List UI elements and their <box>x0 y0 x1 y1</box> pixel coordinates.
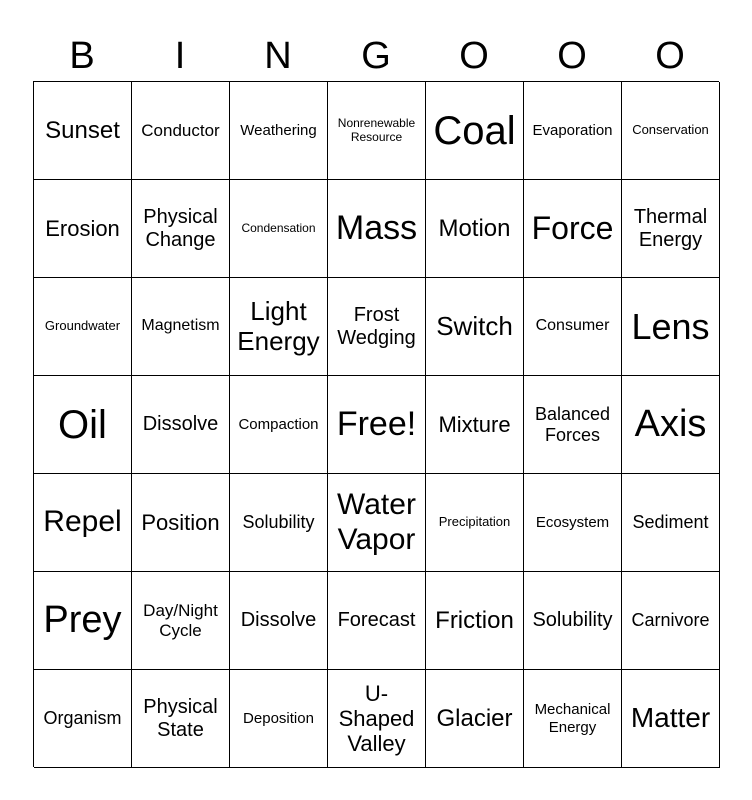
bingo-cell[interactable]: Dissolve <box>132 376 230 474</box>
bingo-cell[interactable]: Water Vapor <box>328 474 426 572</box>
bingo-cell[interactable]: Erosion <box>34 180 132 278</box>
header-letter: G <box>361 34 391 77</box>
bingo-cell[interactable]: Glacier <box>426 670 524 768</box>
bingo-cell[interactable]: Prey <box>34 572 132 670</box>
bingo-cell[interactable]: Matter <box>622 670 720 768</box>
bingo-cell[interactable]: Axis <box>622 376 720 474</box>
bingo-cell[interactable]: Forecast <box>328 572 426 670</box>
bingo-cell[interactable]: Conductor <box>132 82 230 180</box>
bingo-cell[interactable]: Mixture <box>426 376 524 474</box>
header-letter: O <box>459 34 489 77</box>
bingo-cell[interactable]: Thermal Energy <box>622 180 720 278</box>
bingo-cell[interactable]: Lens <box>622 278 720 376</box>
bingo-cell[interactable]: Condensation <box>230 180 328 278</box>
bingo-cell[interactable]: Balanced Forces <box>524 376 622 474</box>
bingo-cell[interactable]: Mechanical Energy <box>524 670 622 768</box>
bingo-cell[interactable]: Organism <box>34 670 132 768</box>
bingo-cell[interactable]: Compaction <box>230 376 328 474</box>
bingo-cell[interactable]: Motion <box>426 180 524 278</box>
bingo-cell[interactable]: Carnivore <box>622 572 720 670</box>
bingo-cell[interactable]: Weathering <box>230 82 328 180</box>
bingo-cell[interactable]: Sunset <box>34 82 132 180</box>
bingo-cell[interactable]: Coal <box>426 82 524 180</box>
bingo-cell[interactable]: Evaporation <box>524 82 622 180</box>
free-space-cell[interactable]: Free! <box>328 376 426 474</box>
bingo-cell[interactable]: U-Shaped Valley <box>328 670 426 768</box>
bingo-cell[interactable]: Mass <box>328 180 426 278</box>
bingo-cell[interactable]: Oil <box>34 376 132 474</box>
bingo-cell[interactable]: Physical Change <box>132 180 230 278</box>
bingo-cell[interactable]: Consumer <box>524 278 622 376</box>
bingo-cell[interactable]: Physical State <box>132 670 230 768</box>
bingo-cell[interactable]: Switch <box>426 278 524 376</box>
bingo-cell[interactable]: Magnetism <box>132 278 230 376</box>
bingo-grid: Sunset Conductor Weathering Nonrenewable Re… <box>33 81 720 768</box>
header-letter: B <box>69 34 95 77</box>
header-letter: O <box>557 34 587 77</box>
bingo-cell[interactable]: Groundwater <box>34 278 132 376</box>
bingo-cell[interactable]: Position <box>132 474 230 572</box>
bingo-cell[interactable]: Day/Night Cycle <box>132 572 230 670</box>
header-letter: O <box>655 34 685 77</box>
bingo-cell[interactable]: Dissolve <box>230 572 328 670</box>
bingo-cell[interactable]: Conservation <box>622 82 720 180</box>
bingo-cell[interactable]: Repel <box>34 474 132 572</box>
bingo-cell[interactable]: Deposition <box>230 670 328 768</box>
bingo-cell[interactable]: Light Energy <box>230 278 328 376</box>
bingo-cell[interactable]: Ecosystem <box>524 474 622 572</box>
bingo-cell[interactable]: Force <box>524 180 622 278</box>
bingo-cell[interactable]: Frost Wedging <box>328 278 426 376</box>
bingo-cell[interactable]: Nonrenewable Resource <box>328 82 426 180</box>
bingo-cell[interactable]: Precipitation <box>426 474 524 572</box>
header-letter: I <box>174 34 186 77</box>
bingo-cell[interactable]: Solubility <box>524 572 622 670</box>
bingo-cell[interactable]: Solubility <box>230 474 328 572</box>
bingo-cell[interactable]: Sediment <box>622 474 720 572</box>
bingo-cell[interactable]: Friction <box>426 572 524 670</box>
header-letter: N <box>264 34 292 77</box>
